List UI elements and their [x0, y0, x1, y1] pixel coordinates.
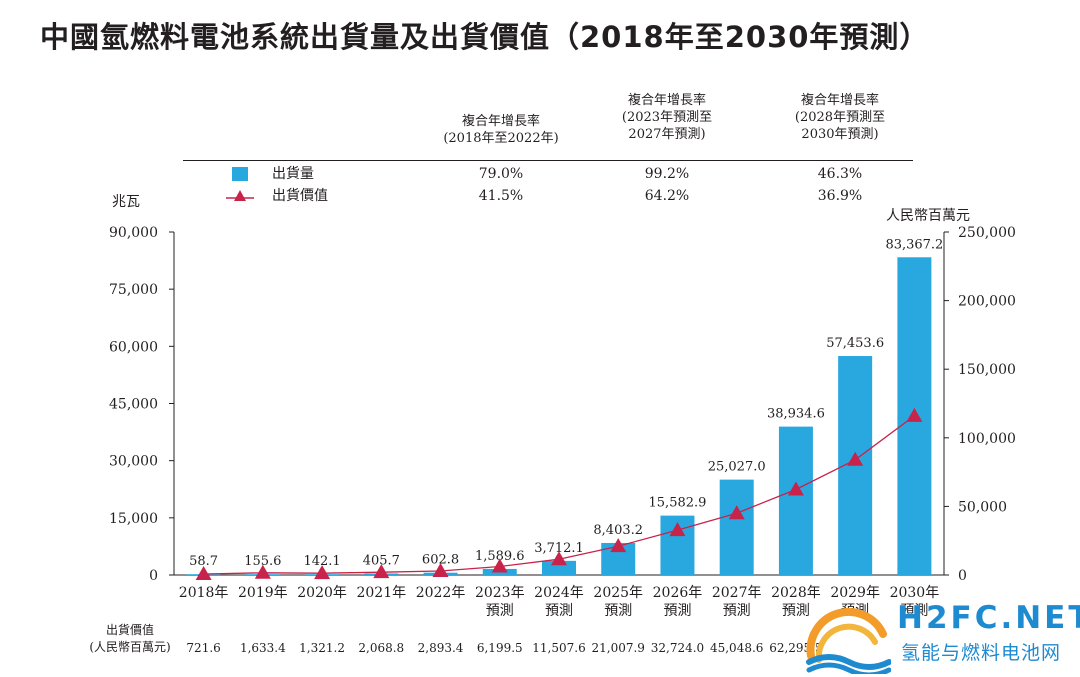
x-category-label: 2030年	[890, 585, 940, 601]
x-category-label: 預測	[663, 603, 691, 619]
cagr-value-2018-2022: 41.5%	[478, 188, 524, 204]
x-category-label: 預測	[900, 603, 928, 619]
line-marker-swatch-icon	[226, 190, 254, 201]
bar-volume	[719, 479, 754, 575]
cagr-volume-2023-2027: 99.2%	[644, 166, 690, 182]
bar-value-label: 15,582.9	[649, 496, 707, 511]
h2fc-logo-icon	[806, 607, 891, 674]
line-value-marker	[610, 538, 627, 553]
bar-value-label: 3,712.1	[534, 541, 584, 556]
left-axis-tick-label: 15,000	[109, 511, 158, 527]
watermark-domain: H2FC.NET	[897, 600, 1080, 636]
left-axis-tick-label: 90,000	[109, 225, 158, 241]
watermark-site-name: 氢能与燃料电池网	[901, 642, 1062, 664]
x-category-label: 2020年	[297, 585, 347, 601]
line-value-marker	[314, 565, 331, 580]
line-value-marker	[728, 505, 745, 520]
right-axis-unit: 人民幣百萬元	[886, 208, 970, 224]
value-row-cell: 721.6	[186, 641, 220, 655]
value-row-cell: 2,893.4	[418, 641, 464, 655]
bar-value-label: 405.7	[363, 553, 400, 568]
bar-value-label: 8,403.2	[593, 523, 643, 538]
line-value-marker	[669, 522, 686, 537]
line-value-marker	[491, 558, 508, 573]
cagr-table-rule	[183, 160, 913, 161]
legend-value-label: 出貨價值	[272, 188, 328, 204]
value-row-cell: 2,068.8	[358, 641, 404, 655]
value-row-cell: 21,007.9	[592, 641, 645, 655]
right-axis-tick-label: 50,000	[958, 499, 1007, 515]
line-value-marker	[432, 563, 449, 578]
right-axis-tick-label: 100,000	[958, 431, 1016, 447]
bar-value-label: 58.7	[189, 554, 218, 569]
x-category-label: 2028年	[771, 585, 821, 601]
value-row-cell: 6,199.5	[477, 641, 523, 655]
bar-value-label: 83,367.2	[885, 237, 943, 252]
line-value-marker	[195, 566, 212, 581]
line-value-marker	[787, 481, 804, 496]
x-category-label: 2022年	[416, 585, 466, 601]
left-axis-tick-label: 45,000	[109, 397, 158, 413]
right-axis-tick-label: 250,000	[958, 225, 1016, 241]
line-value-marker	[847, 451, 864, 466]
line-value-marker	[906, 407, 923, 422]
chart-title: 中國氫燃料電池系統出貨量及出貨價值（2018年至2030年預測）	[40, 20, 930, 54]
value-row-cell: 1,633.4	[240, 641, 286, 655]
x-category-label: 2019年	[238, 585, 288, 601]
bar-value-label: 38,934.6	[767, 407, 825, 422]
left-axis-tick-label: 0	[149, 568, 158, 584]
value-row-cell: 1,321.2	[299, 641, 345, 655]
watermark: H2FC.NET 氢能与燃料电池网	[805, 600, 1080, 677]
left-axis-tick-label: 60,000	[109, 339, 158, 355]
x-category-label: 預測	[723, 603, 751, 619]
left-axis-unit: 兆瓦	[112, 194, 140, 210]
value-row-cell: 11,507.6	[532, 641, 585, 655]
bar-value-label: 155.6	[244, 554, 281, 569]
value-row-label: 出貨價值 (人民幣百萬元)	[89, 623, 171, 654]
left-axis-tick-label: 75,000	[109, 282, 158, 298]
cagr-volume-2018-2022: 79.0%	[478, 166, 524, 182]
bar-value-label: 1,589.6	[475, 549, 525, 564]
x-category-label: 2021年	[356, 585, 406, 601]
cagr-header-2028-2030: 複合年增長率 (2028年預測至 2030年預測)	[794, 93, 886, 142]
cagr-header-2018-2022: 複合年增長率 (2018年至2022年)	[443, 114, 559, 146]
bar-value-label: 25,027.0	[708, 460, 766, 475]
line-value-marker	[254, 564, 271, 579]
bar-value-label: 57,453.6	[826, 336, 884, 351]
x-category-label: 2018年	[179, 585, 229, 601]
bar-swatch-icon	[232, 167, 248, 181]
x-category-label: 2024年	[534, 585, 584, 601]
x-category-label: 2029年	[830, 585, 880, 601]
bar-volume	[542, 560, 576, 575]
right-axis-tick-label: 200,000	[958, 294, 1016, 310]
value-row-cell: 45,048.6	[710, 641, 763, 655]
x-category-label: 2027年	[712, 585, 762, 601]
right-axis-tick-label: 150,000	[958, 362, 1016, 378]
cagr-header-2023-2027: 複合年增長率 (2023年預測至 2027年預測)	[621, 93, 713, 142]
x-category-label: 預測	[604, 603, 632, 619]
bar-value-label: 142.1	[303, 554, 340, 569]
value-row-cell: 32,724.0	[651, 641, 704, 655]
x-category-label: 2026年	[653, 585, 703, 601]
cagr-volume-2028-2030: 46.3%	[817, 166, 863, 182]
bar-value-label: 602.8	[422, 553, 459, 568]
left-axis-tick-label: 30,000	[109, 454, 158, 470]
x-category-label: 預測	[486, 603, 514, 619]
x-category-label: 預測	[545, 603, 573, 619]
bar-volume	[778, 426, 813, 575]
x-category-label: 預測	[782, 603, 810, 619]
line-value-marker	[373, 564, 390, 579]
cagr-value-2023-2027: 64.2%	[644, 188, 690, 204]
cagr-value-2028-2030: 36.9%	[817, 188, 863, 204]
x-category-label: 2025年	[593, 585, 643, 601]
legend-volume-label: 出貨量	[272, 166, 314, 182]
x-category-label: 2023年	[475, 585, 525, 601]
right-axis-tick-label: 0	[958, 568, 967, 584]
line-value-marker	[551, 551, 567, 566]
